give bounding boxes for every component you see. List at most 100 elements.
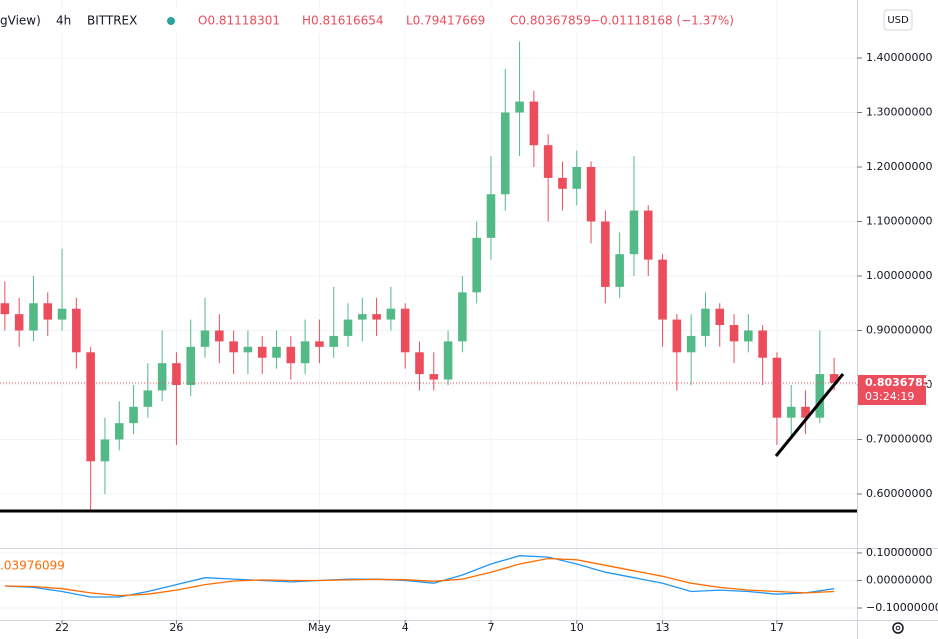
- x-tick-label: 7: [487, 621, 494, 634]
- candle-body: [400, 308, 410, 353]
- candle-body: [286, 346, 296, 364]
- settings-button[interactable]: [892, 622, 904, 634]
- x-tick-label: 13: [656, 621, 670, 634]
- candle-body: [14, 314, 24, 331]
- y-tick-label: 1.20000000: [866, 160, 932, 173]
- candle-body: [29, 303, 38, 331]
- candle-body: [243, 346, 253, 353]
- candle-body: [329, 335, 338, 347]
- candle-body: [72, 308, 81, 353]
- high-value: H0.81616654: [302, 14, 384, 28]
- last-price-label: 0.80367859: [865, 376, 938, 389]
- y-tick-label: 0.90000000: [866, 323, 932, 336]
- candle-body: [744, 330, 753, 342]
- x-tick-label: 17: [770, 621, 784, 634]
- close-value: C0.80367859: [510, 14, 591, 28]
- candle-body: [200, 330, 210, 347]
- indicator-line: [4, 557, 835, 597]
- y-tick-label: −0.10000000: [866, 601, 938, 614]
- gear-icon[interactable]: [892, 622, 904, 634]
- candle-body: [129, 406, 138, 424]
- indicator-line: [4, 555, 835, 598]
- candle-body: [429, 374, 439, 380]
- candle-body: [472, 237, 481, 293]
- candle-body: [772, 357, 782, 418]
- symbol: gView): [0, 14, 41, 28]
- gear-hub[interactable]: [895, 625, 901, 631]
- y-tick-label: 0.10000000: [866, 546, 932, 559]
- candle-body: [257, 346, 267, 358]
- y-tick-label: 1.40000000: [866, 51, 932, 64]
- candle-body: [815, 374, 825, 418]
- candle-body: [500, 112, 510, 195]
- legend-background: [0, 8, 660, 34]
- candle-body: [415, 352, 424, 375]
- candle-body: [300, 341, 310, 364]
- candle-body: [672, 319, 682, 353]
- candle-body: [229, 341, 238, 353]
- candle-body: [157, 363, 167, 391]
- candle-body: [386, 308, 396, 320]
- candle-body: [529, 101, 539, 146]
- candle-body: [572, 166, 582, 189]
- x-tick-label: 4: [402, 621, 409, 634]
- currency-button[interactable]: [883, 9, 913, 31]
- y-tick-label: 0.00000000: [866, 573, 932, 586]
- candle-body: [758, 330, 767, 358]
- candle-body: [0, 303, 10, 315]
- plot: [0, 41, 857, 598]
- countdown-label: 03:24:19: [865, 390, 914, 403]
- y-tick-label: 0.60000000: [866, 487, 932, 500]
- x-tick-label: 10: [570, 621, 584, 634]
- candle-body: [643, 210, 653, 260]
- candle-body: [701, 308, 710, 336]
- candle-body: [486, 194, 496, 238]
- currency-label[interactable]: USD: [887, 15, 909, 26]
- candle-body: [100, 439, 110, 462]
- candle-body: [172, 363, 181, 385]
- candle-body: [315, 341, 324, 347]
- open-value: O0.81118301: [198, 14, 280, 28]
- x-tick-label: 26: [169, 621, 183, 634]
- candle-body: [729, 325, 739, 342]
- y-tick-label: 0.70000000: [866, 432, 932, 445]
- candle-body: [215, 330, 224, 342]
- candle-body: [443, 341, 453, 380]
- candle-body: [686, 335, 696, 353]
- candle-body: [658, 259, 667, 320]
- x-tick-label: 22: [55, 621, 69, 634]
- x-tick-label: May: [308, 621, 331, 634]
- interval: 4h: [56, 14, 71, 28]
- candle-body: [458, 292, 467, 342]
- candle-body: [114, 423, 124, 440]
- candle-body: [715, 308, 725, 326]
- candle-body: [615, 254, 624, 287]
- candle-body: [629, 210, 639, 255]
- exchange: BITTREX: [87, 14, 137, 28]
- candle-body: [515, 101, 524, 113]
- market-status-dot: [167, 17, 175, 25]
- candle-body: [829, 374, 839, 383]
- candle-body: [601, 221, 610, 287]
- candle-body: [543, 145, 553, 178]
- candle-body: [558, 177, 567, 189]
- trend-line-drawing: [774, 373, 845, 457]
- last-price-tag: [858, 374, 926, 405]
- change-value: −0.01118168 (−1.37%): [590, 14, 734, 28]
- candle-body: [358, 314, 367, 320]
- low-value: L0.79417669: [406, 14, 485, 28]
- candle-body: [272, 346, 281, 358]
- candle-body: [86, 352, 95, 462]
- candle-body: [43, 303, 53, 320]
- candle-body: [143, 390, 153, 407]
- candle-body: [586, 166, 596, 222]
- candle-body: [186, 346, 196, 385]
- candle-body: [801, 406, 810, 418]
- candle-body: [343, 319, 353, 336]
- indicator-value: .03976099: [0, 559, 65, 573]
- candle-body: [57, 308, 67, 320]
- y-tick-label: 1.00000000: [866, 269, 932, 282]
- candle-body: [786, 406, 796, 418]
